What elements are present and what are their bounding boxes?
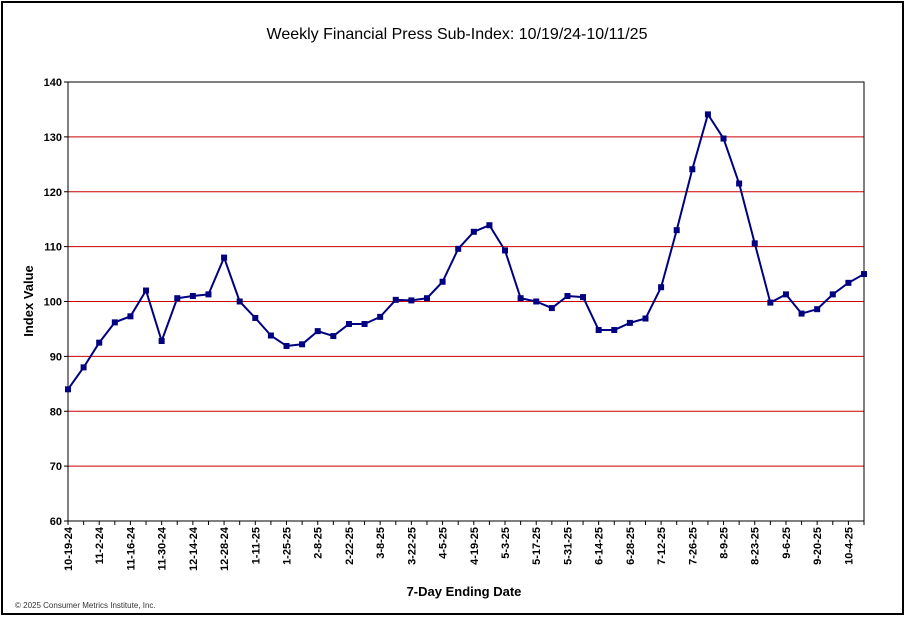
x-tick-label: 10-19-24 [63, 526, 75, 571]
data-point [673, 227, 680, 234]
gridlines [68, 136, 864, 467]
y-tick-label: 60 [50, 516, 62, 528]
data-point [751, 240, 758, 247]
x-tick-label: 1-11-25 [250, 527, 262, 564]
data-point [829, 291, 836, 298]
data-point [111, 319, 118, 326]
x-axis-title: 7-Day Ending Date [407, 584, 522, 599]
x-tick-label: 9-20-25 [812, 527, 824, 565]
x-tick-label: 2-8-25 [313, 527, 325, 559]
data-point [736, 180, 743, 187]
data-series [65, 111, 867, 393]
data-point [782, 291, 789, 298]
data-point [814, 306, 821, 313]
data-point [658, 284, 665, 291]
data-point [423, 295, 430, 302]
data-point [439, 278, 446, 285]
data-point [96, 339, 103, 346]
data-point [767, 299, 774, 306]
data-point [299, 341, 306, 348]
y-tick-label: 80 [50, 406, 62, 418]
data-point [720, 135, 727, 142]
x-tick-label: 10-4-25 [843, 527, 855, 565]
data-point [502, 247, 509, 254]
y-tick-label: 70 [50, 461, 62, 473]
x-tick-label: 11-2-24 [94, 526, 106, 564]
data-point [80, 364, 87, 371]
chart-title: Weekly Financial Press Sub-Index: 10/19/… [267, 26, 648, 43]
x-tick-label: 7-12-25 [656, 527, 668, 565]
data-point [486, 222, 493, 229]
line-chart: Weekly Financial Press Sub-Index: 10/19/… [15, 26, 867, 610]
y-tick-label: 100 [44, 297, 62, 309]
data-point [704, 111, 711, 118]
x-tick-label: 6-28-25 [625, 527, 637, 565]
copyright-text: © 2025 Consumer Metrics Institute, Inc. [15, 601, 156, 610]
data-point [158, 338, 165, 345]
x-tick-label: 1-25-25 [282, 527, 294, 565]
x-tick-label: 4-5-25 [438, 527, 450, 559]
data-point [392, 296, 399, 303]
y-tick-label: 140 [44, 77, 62, 89]
y-axis-title: Index Value [21, 265, 36, 337]
y-axis-ticks: 60 70 80 90 100 110 120 130 140 [44, 77, 68, 528]
y-tick-label: 90 [50, 351, 62, 363]
data-point [861, 271, 867, 278]
data-point [127, 313, 134, 320]
data-point [642, 315, 649, 322]
data-point [689, 166, 696, 173]
x-tick-label: 11-30-24 [157, 526, 169, 570]
data-point [283, 342, 290, 349]
data-point [236, 298, 243, 305]
data-point [626, 319, 633, 326]
x-tick-label: 8-23-25 [750, 527, 762, 565]
x-tick-label: 5-3-25 [500, 527, 512, 559]
x-tick-label: 12-28-24 [219, 526, 231, 571]
data-point [267, 332, 274, 339]
data-point [174, 295, 181, 302]
data-point [517, 295, 524, 302]
data-point [189, 293, 196, 300]
data-point [533, 298, 540, 305]
data-point [221, 254, 228, 261]
data-point [408, 297, 415, 304]
y-tick-label: 120 [44, 187, 62, 199]
x-tick-label: 11-16-24 [125, 526, 137, 570]
x-tick-label: 3-8-25 [375, 527, 387, 559]
data-point [65, 386, 71, 393]
data-point [455, 245, 462, 252]
data-point [361, 320, 368, 327]
x-tick-label: 6-14-25 [594, 527, 606, 565]
data-point [611, 327, 618, 334]
x-axis-ticks: 10-19-24 11-2-24 11-16-24 11-30-24 12-14-24 1… [63, 521, 865, 571]
data-point [580, 294, 587, 301]
data-point [595, 327, 602, 334]
y-tick-label: 110 [44, 242, 62, 254]
x-tick-label: 4-19-25 [469, 527, 481, 565]
x-tick-label: 5-31-25 [562, 527, 574, 565]
data-point [377, 313, 384, 320]
x-tick-label: 2-22-25 [344, 527, 356, 565]
data-point [345, 320, 352, 327]
x-tick-label: 5-17-25 [531, 527, 543, 565]
series-line [67, 113, 865, 390]
data-point [798, 310, 805, 317]
data-point [314, 328, 321, 335]
data-point [470, 228, 477, 235]
x-tick-label: 9-6-25 [781, 527, 793, 559]
x-tick-label: 8-9-25 [719, 527, 731, 559]
data-point [252, 314, 259, 321]
data-point [564, 293, 571, 300]
data-point [205, 291, 212, 298]
data-point [548, 305, 555, 312]
x-tick-label: 7-26-25 [687, 527, 699, 565]
x-tick-label: 3-22-25 [406, 527, 418, 565]
data-point [330, 333, 337, 340]
x-tick-label: 12-14-24 [188, 526, 200, 571]
data-point [845, 279, 852, 286]
data-point [143, 287, 150, 294]
y-tick-label: 130 [44, 132, 62, 144]
